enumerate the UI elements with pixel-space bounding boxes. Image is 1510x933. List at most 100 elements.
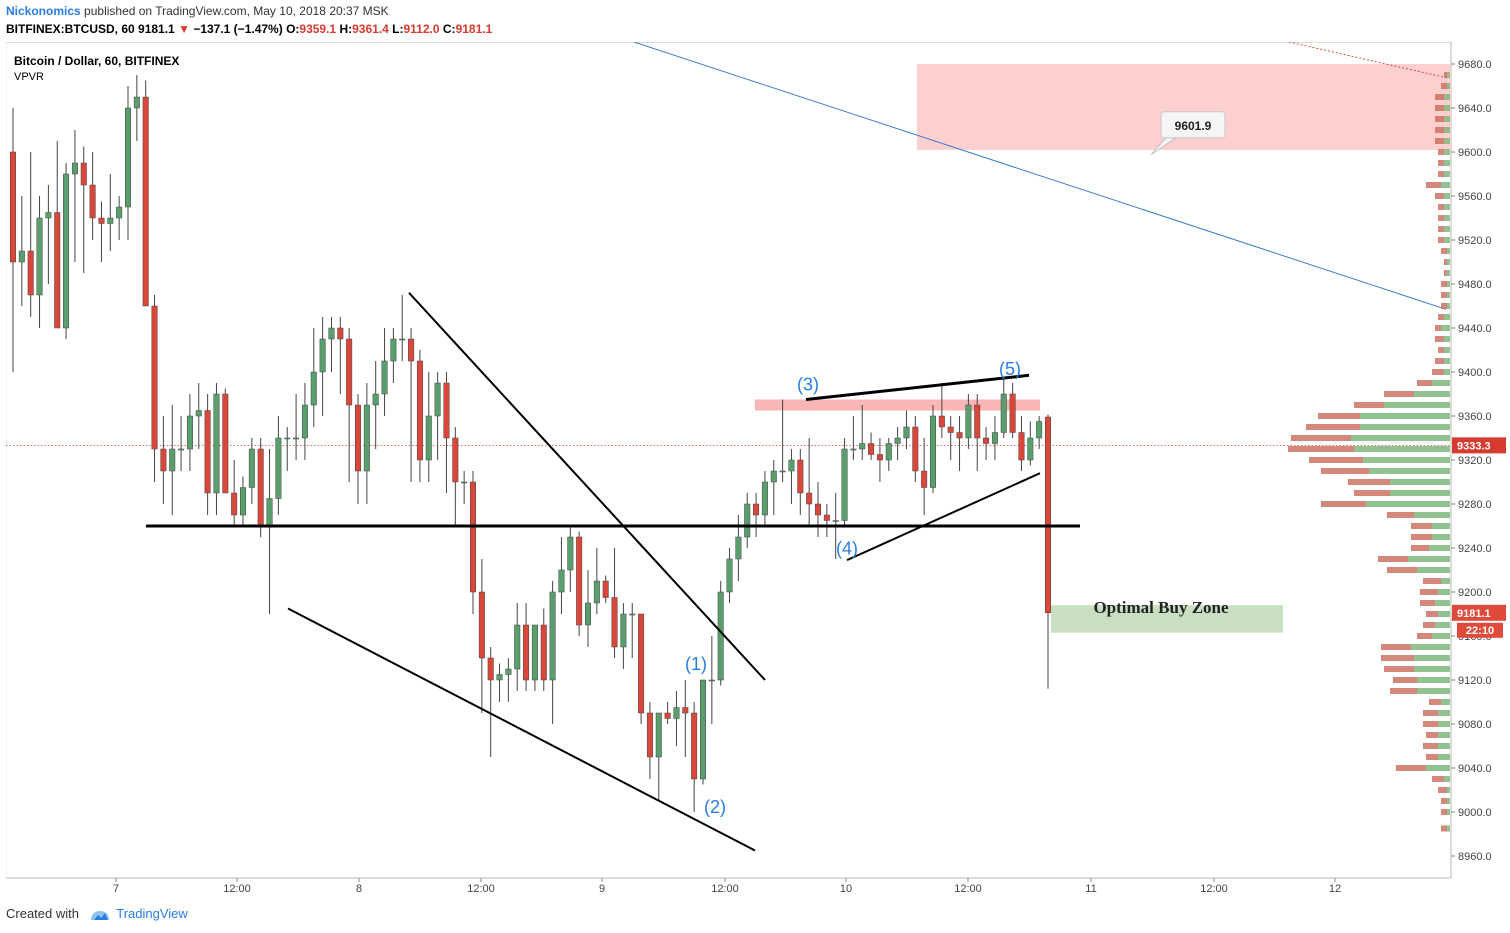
wedge-upper-line xyxy=(805,373,1030,401)
x-tick-label: 12:00 xyxy=(223,883,251,895)
chart-area[interactable]: Bitcoin / Dollar, 60, BITFINEX VPVR (1) (2)… xyxy=(5,41,1506,903)
candle-down xyxy=(443,382,450,439)
volume-profile-bar-down xyxy=(1432,776,1444,782)
candle-up xyxy=(531,624,538,681)
volume-profile-bar-down xyxy=(1435,105,1444,111)
volume-profile-bar-down xyxy=(1291,435,1351,441)
wave-label: (3) xyxy=(797,375,819,395)
candle-up xyxy=(71,162,78,175)
candle-up xyxy=(965,404,972,439)
candle-up xyxy=(593,580,600,604)
candle-down xyxy=(98,217,105,224)
volume-profile-bar-down xyxy=(1348,479,1390,485)
volume-profile-bar-up xyxy=(1447,787,1450,793)
candle-down xyxy=(876,454,883,461)
candle-down xyxy=(1018,432,1025,461)
volume-profile-bar-up xyxy=(1444,105,1450,111)
y-tick-label: 9520.0 xyxy=(1458,235,1492,247)
author-link[interactable]: Nickonomics xyxy=(6,4,81,18)
candle-up xyxy=(248,448,255,488)
volume-profile-bar-up xyxy=(1444,127,1450,133)
price-line-marker: 9333.3 xyxy=(1457,440,1491,452)
symbol-line: BITFINEX:BTCUSD, 60 9181.1 ▼ −137.1 (−1.… xyxy=(6,22,492,36)
y-tick-label: 9080.0 xyxy=(1458,719,1492,731)
volume-profile-bar-down xyxy=(1423,622,1435,628)
volume-profile-bar-down xyxy=(1426,732,1438,738)
candle-down xyxy=(540,624,547,681)
candle-up xyxy=(133,96,140,109)
candle-up xyxy=(841,448,848,521)
volume-profile-bar-up xyxy=(1414,512,1450,518)
volume-profile-bar-down xyxy=(1423,710,1438,716)
candle-down xyxy=(27,250,34,296)
volume-profile-bar-down xyxy=(1438,171,1444,177)
candle-down xyxy=(947,426,954,433)
volume-profile-bar-down xyxy=(1438,160,1444,166)
volume-profile-bar-down xyxy=(1429,699,1441,705)
volume-profile-bar-down xyxy=(1378,556,1408,562)
candle-up xyxy=(903,426,910,439)
x-tick-label: 8 xyxy=(356,883,362,895)
volume-profile-bar-up xyxy=(1444,149,1450,155)
candle-up xyxy=(1036,421,1043,439)
candle-up xyxy=(832,520,839,522)
candle-down xyxy=(823,514,830,521)
volume-profile-bar-up xyxy=(1441,325,1450,331)
volume-profile-bar-up xyxy=(1438,589,1450,595)
candle-down xyxy=(956,432,963,439)
x-tick-label: 11 xyxy=(1085,883,1096,895)
created-with-text: Created with xyxy=(6,906,79,921)
candle-up xyxy=(655,712,662,758)
candle-down xyxy=(576,536,583,626)
candle-down xyxy=(974,404,981,439)
volume-profile-bar-up xyxy=(1444,347,1450,353)
y-tick-label: 9240.0 xyxy=(1458,543,1492,555)
tradingview-link[interactable]: TradingView xyxy=(116,906,188,921)
volume-profile-bar-down xyxy=(1426,182,1441,188)
candle-up xyxy=(567,536,574,571)
volume-profile-bar-down xyxy=(1423,721,1438,727)
candle-down xyxy=(815,503,821,516)
y-tick-label: 8960.0 xyxy=(1458,851,1492,863)
legend-title: Bitcoin / Dollar, 60, BITFINEX xyxy=(14,54,179,68)
candle-down xyxy=(602,580,609,598)
candle-up xyxy=(629,613,636,616)
volume-profile-bar-up xyxy=(1447,248,1450,254)
candle-up xyxy=(673,707,680,719)
candle-down xyxy=(1009,393,1016,433)
candle-down xyxy=(691,712,698,780)
wave-label: (2) xyxy=(704,797,726,817)
candle-down xyxy=(868,443,875,455)
countdown-marker: 22:10 xyxy=(1466,625,1494,637)
candle-up xyxy=(700,679,706,780)
volume-profile-bar-down xyxy=(1309,457,1363,463)
volume-profile-bar-down xyxy=(1441,83,1447,89)
volume-profile-bar-down xyxy=(1411,545,1429,551)
candle-up xyxy=(850,448,857,451)
last-price: 9181.1 xyxy=(138,22,175,36)
volume-profile-bar-down xyxy=(1441,809,1447,815)
candle-up xyxy=(63,173,70,329)
volume-profile-bar-down xyxy=(1321,501,1366,507)
volume-profile-bar-down xyxy=(1396,765,1426,771)
price-chart[interactable]: Bitcoin / Dollar, 60, BITFINEX VPVR (1) (2)… xyxy=(5,41,1506,898)
volume-profile-bar-up xyxy=(1384,402,1450,408)
y-tick-label: 9560.0 xyxy=(1458,191,1492,203)
candle-up xyxy=(125,107,131,208)
candle-up xyxy=(1027,437,1034,461)
low-value: 9112.0 xyxy=(403,22,440,36)
candle-up xyxy=(372,393,379,406)
volume-profile-bar-down xyxy=(1441,248,1447,254)
volume-profile-bar-down xyxy=(1435,358,1444,364)
candle-down xyxy=(204,410,211,494)
volume-profile-bar-up xyxy=(1447,292,1450,298)
candle-down xyxy=(222,393,229,494)
candle-up xyxy=(107,217,114,224)
volume-profile-bar-up xyxy=(1447,303,1450,309)
last-price-marker-bg xyxy=(1452,604,1506,621)
candle-down xyxy=(682,707,689,714)
volume-profile-bar-up xyxy=(1438,754,1450,760)
volume-profile-bar-up xyxy=(1447,798,1450,804)
volume-profile-bar-down xyxy=(1387,567,1417,573)
countdown-marker-bg xyxy=(1457,622,1503,638)
